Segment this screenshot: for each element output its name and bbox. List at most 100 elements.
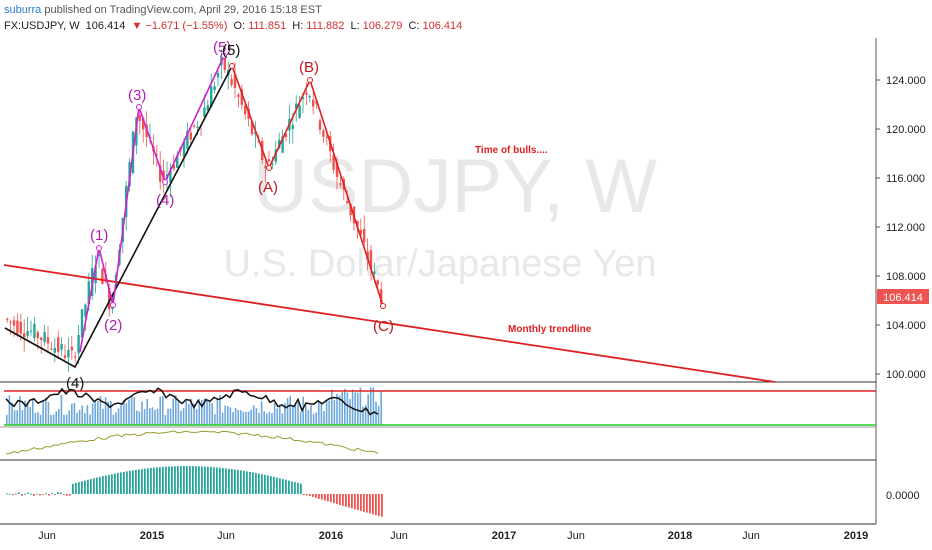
low-label: L: xyxy=(350,20,360,32)
volume-bar xyxy=(372,387,375,425)
histogram-bar xyxy=(357,494,359,511)
volume-bar xyxy=(130,395,133,425)
volume-bar xyxy=(102,408,104,425)
histogram-bar xyxy=(252,472,254,494)
candle-body xyxy=(196,126,199,128)
histogram-bar xyxy=(9,493,11,495)
candle-body xyxy=(50,348,53,350)
time-tick-label: Jun xyxy=(38,530,56,542)
candle-body xyxy=(182,141,186,157)
candle-body xyxy=(250,121,254,135)
histogram-bar xyxy=(189,466,191,494)
author-link[interactable]: suburra xyxy=(4,4,42,16)
candle-body xyxy=(46,337,50,344)
trend-strength-line xyxy=(5,430,379,455)
volume-bar xyxy=(318,402,320,425)
oscillator-histogram xyxy=(6,466,383,517)
candle-body xyxy=(301,97,305,100)
volume-bar xyxy=(359,387,362,425)
volume-bar xyxy=(45,397,47,425)
time-tick-label: Jun xyxy=(390,530,408,542)
histogram-bar xyxy=(351,494,353,509)
corrective-wave-line[interactable] xyxy=(231,65,384,307)
histogram-bar xyxy=(195,466,197,494)
volume-bar xyxy=(284,402,286,425)
histogram-bar xyxy=(165,466,167,494)
histogram-bar xyxy=(120,472,122,494)
volume-bar xyxy=(182,408,185,425)
histogram-bar xyxy=(282,478,284,494)
histogram-bar xyxy=(342,494,344,506)
volume-bar xyxy=(380,391,382,425)
candle-body xyxy=(332,155,335,170)
volume-bar xyxy=(169,408,172,425)
histogram-bar xyxy=(198,466,200,494)
volume-bar xyxy=(120,404,122,425)
histogram-bar xyxy=(69,494,71,496)
histogram-bar xyxy=(375,494,377,516)
wave-label-1: (1) xyxy=(90,227,108,244)
price-tick-label: 116.000 xyxy=(886,173,925,185)
symbol-name[interactable]: FX:USDJPY, W xyxy=(4,20,80,32)
candle-body xyxy=(6,319,9,321)
histogram-bar xyxy=(105,475,107,494)
impulse-wave-line[interactable] xyxy=(79,55,225,353)
time-of-bulls-note[interactable]: Time of bulls.... xyxy=(475,145,548,156)
watermark-symbol: USDJPY, W xyxy=(253,144,657,229)
histogram-bar xyxy=(183,466,185,494)
wave-point-markers xyxy=(96,53,227,308)
price-change: ▼ −1.671 (−1.55%) xyxy=(131,20,228,32)
wave-label-3: (3) xyxy=(128,87,146,104)
volume-bar xyxy=(11,402,13,425)
volume-bar xyxy=(107,401,109,425)
histogram-bar xyxy=(78,482,80,494)
histogram-bar xyxy=(156,467,158,494)
histogram-bar xyxy=(39,494,41,496)
histogram-bar xyxy=(84,480,86,494)
time-tick-label: 2017 xyxy=(492,530,516,542)
candle-body xyxy=(359,229,362,235)
candle-body xyxy=(53,347,56,353)
candle-body xyxy=(193,125,196,127)
histogram-bar xyxy=(96,477,98,494)
volume-bar xyxy=(305,404,307,425)
histogram-bar xyxy=(333,494,335,504)
candle-body xyxy=(108,287,111,310)
volume-bar xyxy=(34,413,37,425)
volume-bar xyxy=(229,407,232,425)
volume-bar xyxy=(47,401,50,425)
histogram-bar xyxy=(87,479,89,494)
black-wave-line[interactable] xyxy=(4,65,233,369)
candle-body xyxy=(57,337,60,352)
candle-body xyxy=(206,105,209,111)
volume-bar xyxy=(286,398,289,425)
volume-bar xyxy=(68,410,70,425)
candle-body xyxy=(349,204,352,216)
candle-body xyxy=(335,162,339,177)
volume-bar xyxy=(198,398,200,425)
wave-label-b: (B) xyxy=(299,59,319,76)
volume-bar xyxy=(177,399,180,425)
volume-bar xyxy=(234,407,237,425)
wave-label-5-black: (5) xyxy=(222,42,240,59)
candle-body xyxy=(284,133,288,138)
last-price: 106.414 xyxy=(85,20,126,32)
histogram-bar xyxy=(36,493,38,495)
candle-body xyxy=(43,331,46,343)
volume-bar xyxy=(128,399,130,425)
wave-label-a: (A) xyxy=(258,179,278,196)
monthly-trendline-note[interactable]: Monthly trendline xyxy=(508,324,592,335)
volume-bar xyxy=(89,414,91,425)
histogram-bar xyxy=(186,466,188,494)
time-tick-label: Jun xyxy=(742,530,760,542)
volume-bar xyxy=(76,412,78,425)
histogram-bar xyxy=(90,478,92,494)
histogram-bar xyxy=(267,475,269,494)
monthly-trendline[interactable] xyxy=(3,264,776,383)
volume-bar xyxy=(73,402,76,425)
high-value: 111.882 xyxy=(306,20,345,32)
price-tick-label: 108.000 xyxy=(886,271,926,283)
volume-bar xyxy=(299,412,302,425)
volume-bar xyxy=(175,395,177,425)
